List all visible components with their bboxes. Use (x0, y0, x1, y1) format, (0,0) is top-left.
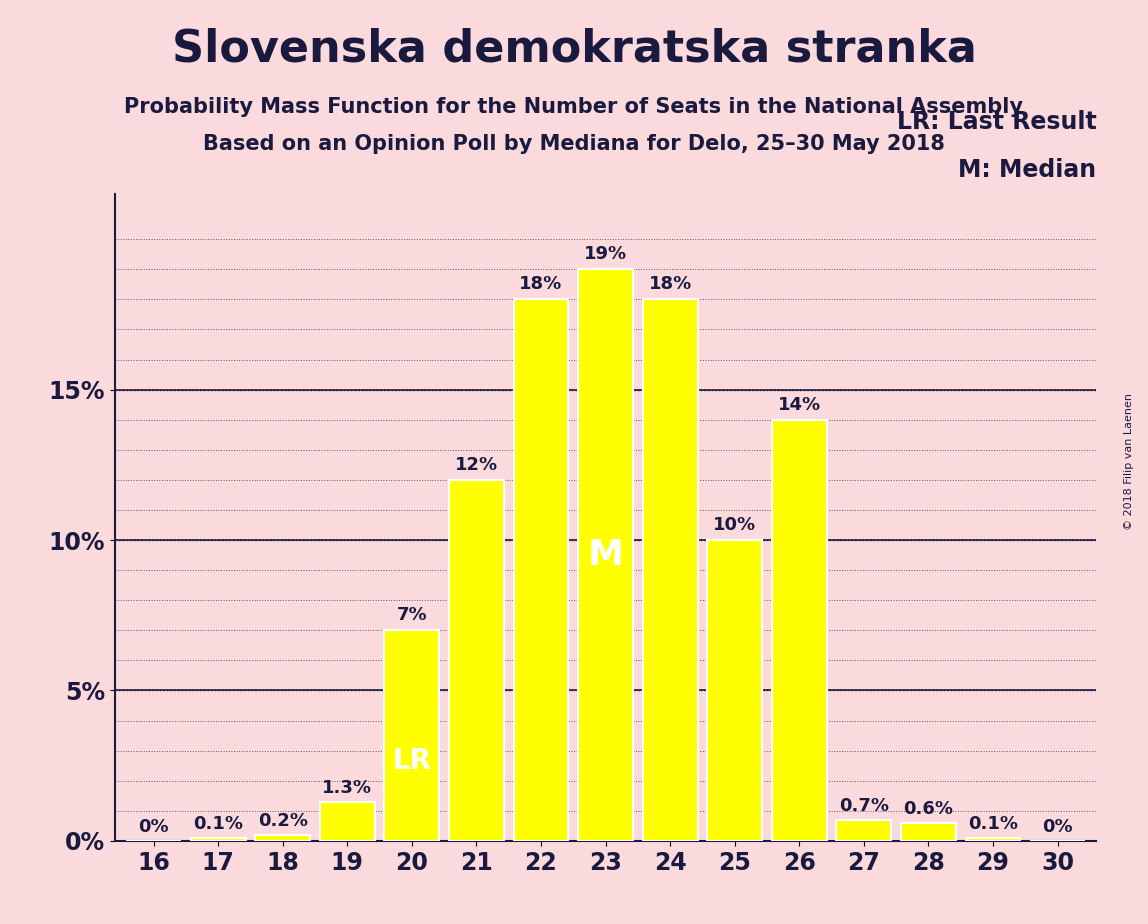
Bar (901, 822, 956, 841)
Bar (579, 269, 633, 841)
Text: 12%: 12% (455, 456, 498, 474)
Text: 0.1%: 0.1% (193, 815, 243, 833)
Text: LR: LR (393, 747, 432, 775)
Text: Based on an Opinion Poll by Mediana for Delo, 25–30 May 2018: Based on an Opinion Poll by Mediana for … (203, 134, 945, 154)
Bar (255, 834, 310, 841)
Text: LR: Last Result: LR: Last Result (897, 110, 1096, 134)
Bar (191, 838, 246, 841)
Bar (320, 802, 374, 841)
Text: 19%: 19% (584, 245, 627, 263)
Text: 0.7%: 0.7% (839, 797, 889, 815)
Text: M: M (588, 538, 623, 572)
Text: 7%: 7% (396, 606, 427, 625)
Bar (965, 838, 1021, 841)
Text: 1.3%: 1.3% (323, 779, 372, 797)
Bar (385, 630, 440, 841)
Text: 18%: 18% (649, 275, 692, 293)
Bar (513, 299, 568, 841)
Text: 0.6%: 0.6% (903, 800, 954, 819)
Text: 0.2%: 0.2% (257, 812, 308, 831)
Text: M: Median: M: Median (959, 159, 1096, 182)
Text: 10%: 10% (713, 516, 757, 534)
Text: 0%: 0% (1042, 819, 1073, 836)
Text: Slovenska demokratska stranka: Slovenska demokratska stranka (171, 28, 977, 71)
Text: © 2018 Filip van Laenen: © 2018 Filip van Laenen (1124, 394, 1134, 530)
Bar (643, 299, 698, 841)
Bar (771, 419, 827, 841)
Bar (449, 480, 504, 841)
Text: 0.1%: 0.1% (968, 815, 1018, 833)
Text: 18%: 18% (519, 275, 563, 293)
Text: Probability Mass Function for the Number of Seats in the National Assembly: Probability Mass Function for the Number… (124, 97, 1024, 117)
Bar (707, 540, 762, 841)
Text: 0%: 0% (138, 819, 169, 836)
Text: 14%: 14% (777, 395, 821, 414)
Bar (837, 820, 891, 841)
